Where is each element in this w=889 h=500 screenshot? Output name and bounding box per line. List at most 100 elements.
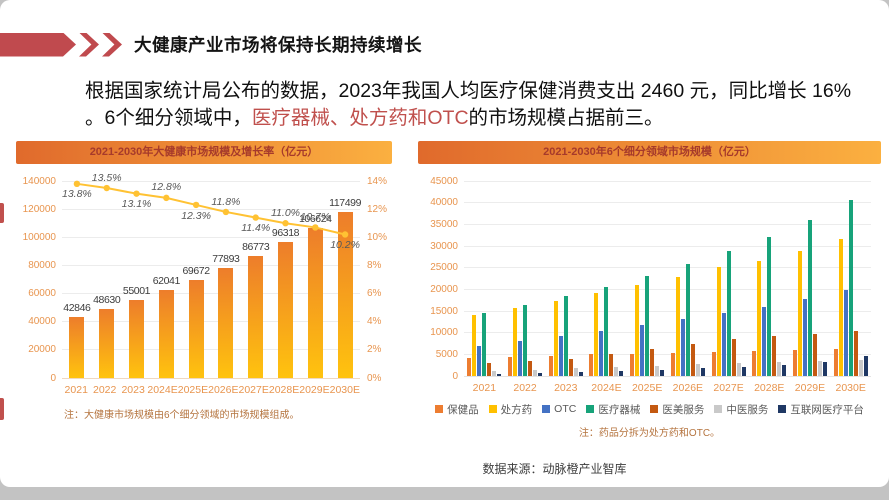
y-axis-right-label: 2% [367, 344, 382, 356]
bar-value-label: 86773 [242, 240, 270, 253]
series-bar-处方药 [553, 300, 558, 376]
left-chart-note: 注：大健康市场规模由6个细分领域的市场规模组成。 [64, 409, 300, 421]
grid-line [464, 180, 871, 182]
growth-point [222, 208, 230, 215]
y-axis-right-label: 14% [367, 175, 388, 187]
legend-label: 处方药 [500, 403, 533, 416]
growth-point [252, 213, 259, 221]
series-bar-保健品 [630, 353, 635, 376]
series-bar-医疗器械 [563, 296, 568, 376]
growth-rate-label: 13.1% [121, 198, 152, 211]
legend-label: 互联网医疗平台 [790, 403, 864, 416]
x-axis-label: 2022 [93, 383, 117, 396]
y-axis-label: 40000 [28, 316, 56, 328]
growth-rate-label: 10.7% [300, 211, 331, 224]
series-bar-中医服务 [655, 365, 660, 376]
series-bar-医疗器械 [685, 264, 690, 376]
data-source: 数据来源：动脉橙产业智库 [482, 462, 627, 476]
market-size-bar [69, 317, 85, 378]
series-bar-医疗器械 [807, 220, 812, 376]
series-bar-互联网医疗平台 [660, 369, 665, 376]
y-axis-label: 0 [452, 370, 458, 382]
series-bar-保健品 [792, 350, 797, 376]
series-bar-互联网医疗平台 [863, 355, 868, 376]
growth-point [341, 230, 349, 238]
series-bar-医疗器械 [604, 286, 609, 376]
series-bar-OTC [762, 307, 767, 376]
growth-rate-label: 13.5% [91, 171, 122, 184]
legend-swatch [650, 405, 659, 414]
y-axis-label: 45000 [430, 175, 458, 187]
series-bar-中医服务 [533, 369, 538, 376]
right-chart-x-axis: 2021 2022 2023 2024E 2025E 2026E 2027E 2028E 202… [464, 382, 871, 394]
grid-line [464, 288, 871, 290]
series-bar-医美服务 [528, 361, 533, 376]
legend-item: 医疗器械 [586, 402, 640, 417]
series-bar-处方药 [472, 314, 477, 376]
y-axis-label: 140000 [22, 175, 56, 187]
growth-point [192, 201, 200, 208]
grid-line [464, 223, 871, 225]
growth-rate-label: 12.8% [151, 181, 182, 194]
left-chart-title: 2021-2030年大健康市场规模及增长率（亿元） [16, 140, 392, 164]
y-axis-label: 35000 [430, 218, 458, 230]
series-bar-处方药 [838, 239, 843, 376]
right-chart-title: 2021-2030年6个细分领域市场规模（亿元） [418, 140, 881, 164]
series-bar-互联网医疗平台 [619, 370, 624, 376]
growth-line-path [76, 182, 346, 236]
chevron-right-icon [102, 32, 122, 57]
legend-label: 医美服务 [662, 403, 705, 416]
legend-item: 互联网医疗平台 [778, 402, 864, 417]
series-bar-保健品 [508, 356, 513, 376]
grid-line [464, 353, 871, 355]
y-axis-label: 15000 [430, 305, 458, 317]
grid-line [62, 349, 360, 351]
series-bar-处方药 [757, 260, 762, 376]
series-bar-OTC [802, 299, 807, 376]
series-bar-OTC [843, 289, 848, 376]
market-size-bar [99, 309, 115, 378]
x-axis-label: 2024E [591, 381, 622, 394]
series-bar-医美服务 [487, 363, 492, 376]
series-bar-保健品 [752, 350, 757, 376]
legend-item: 保健品 [435, 402, 479, 417]
legend-item: 处方药 [488, 402, 533, 417]
growth-rate-label: 11.0% [271, 206, 300, 219]
x-axis-label: 2027E [238, 383, 269, 396]
series-bar-中医服务 [614, 366, 619, 376]
legend-label: 中医服务 [726, 403, 769, 416]
series-bar-中医服务 [858, 360, 863, 376]
growth-rate-label: 10.2% [330, 239, 360, 252]
market-size-bar [218, 268, 234, 378]
y-axis-right-label: 4% [367, 316, 382, 328]
y-axis-label: 20000 [430, 283, 458, 295]
grid-line [464, 310, 871, 312]
intro-text-lead: 根据国家统计局公布的数据，2023年我国人均医疗保健消费支出 2460 元，同比… [85, 80, 852, 130]
bar-value-label: 62041 [152, 275, 181, 288]
series-bar-保健品 [467, 358, 472, 376]
growth-rate-line [73, 180, 349, 238]
y-axis-label: 10000 [430, 327, 458, 339]
series-bar-医疗器械 [848, 200, 853, 376]
market-size-bar [307, 227, 323, 378]
series-bar-医疗器械 [767, 236, 772, 376]
series-bar-医美服务 [853, 331, 858, 376]
bar-value-label: 42846 [63, 302, 91, 315]
grid-line [62, 321, 360, 323]
x-axis-label: 2024E [147, 383, 178, 396]
series-bar-OTC [518, 340, 523, 376]
x-axis-label: 2026E [208, 383, 239, 396]
market-size-bar [129, 300, 144, 378]
x-axis-label: 2030E [329, 383, 360, 396]
x-axis-label: 2028E [268, 383, 300, 396]
y-axis-label: 25000 [430, 262, 458, 274]
legend-item: 中医服务 [714, 402, 768, 417]
series-bar-医疗器械 [645, 275, 650, 376]
series-bar-中医服务 [817, 361, 822, 376]
legend-label: 保健品 [447, 403, 479, 416]
legend-swatch [586, 405, 595, 414]
series-bar-中医服务 [736, 363, 741, 376]
series-bar-处方药 [716, 266, 721, 376]
legend-swatch [488, 405, 497, 414]
growth-rate-label: 13.8% [62, 188, 92, 201]
